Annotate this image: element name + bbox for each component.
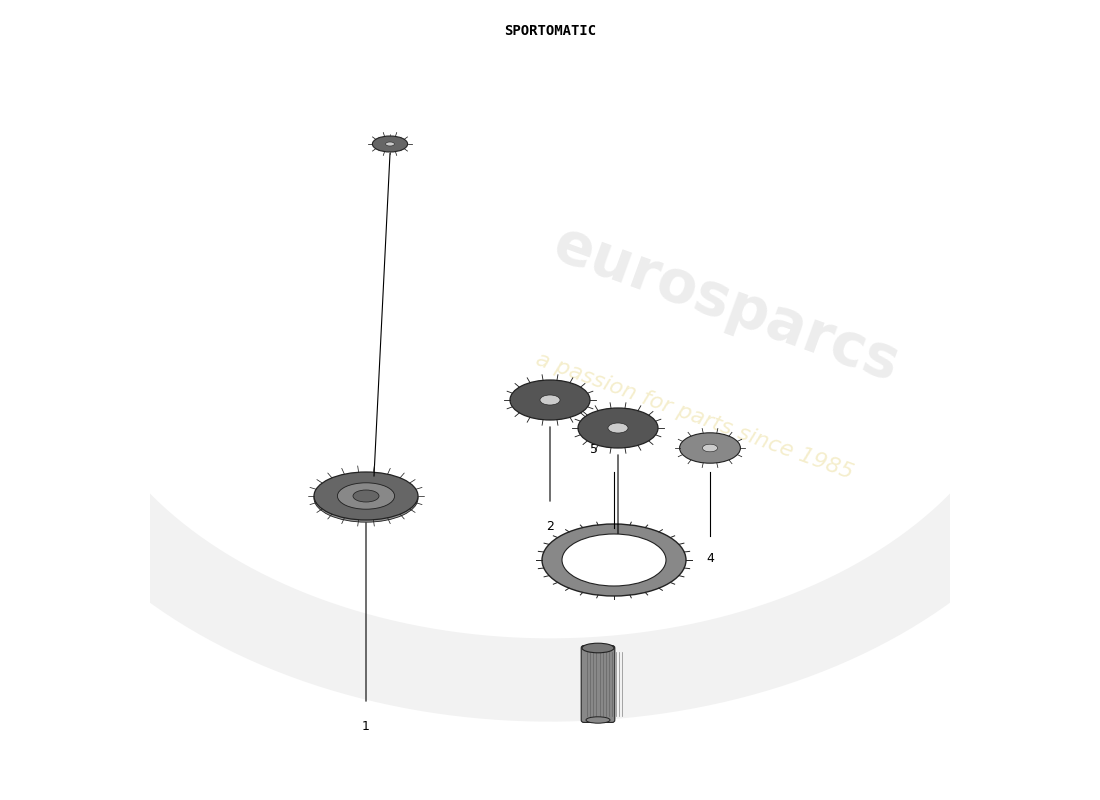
Ellipse shape xyxy=(377,138,403,150)
Text: eurosparcs: eurosparcs xyxy=(546,215,906,393)
Ellipse shape xyxy=(386,142,395,146)
Ellipse shape xyxy=(690,438,730,458)
Ellipse shape xyxy=(314,472,418,520)
Ellipse shape xyxy=(703,444,717,452)
Ellipse shape xyxy=(590,414,646,442)
Ellipse shape xyxy=(582,643,614,653)
Ellipse shape xyxy=(510,380,590,420)
Ellipse shape xyxy=(314,474,418,522)
Ellipse shape xyxy=(373,136,408,152)
Ellipse shape xyxy=(562,534,666,586)
Ellipse shape xyxy=(522,386,578,414)
Text: 4: 4 xyxy=(706,552,714,565)
Ellipse shape xyxy=(542,524,686,596)
Text: 5: 5 xyxy=(590,443,598,456)
Text: 2: 2 xyxy=(546,520,554,533)
Ellipse shape xyxy=(586,717,611,723)
Ellipse shape xyxy=(353,490,380,502)
Ellipse shape xyxy=(680,433,740,463)
FancyBboxPatch shape xyxy=(581,646,615,722)
Ellipse shape xyxy=(338,482,395,509)
Text: SPORTOMATIC: SPORTOMATIC xyxy=(504,24,596,38)
Ellipse shape xyxy=(578,408,658,448)
Ellipse shape xyxy=(540,395,560,405)
Ellipse shape xyxy=(608,423,628,433)
Text: 1: 1 xyxy=(362,720,370,733)
Text: 3: 3 xyxy=(606,560,614,573)
Text: a passion for parts since 1985: a passion for parts since 1985 xyxy=(532,349,856,483)
